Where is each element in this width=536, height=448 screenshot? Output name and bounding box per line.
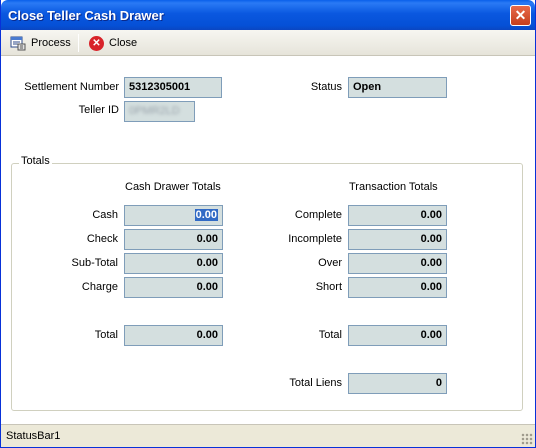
cash-field[interactable]: 0.00 [124, 205, 223, 226]
status-bar: StatusBar1 [1, 424, 535, 447]
check-field[interactable]: 0.00 [124, 229, 223, 250]
charge-label: Charge [81, 281, 118, 293]
subtotal-field[interactable]: 0.00 [124, 253, 223, 274]
resize-grip-icon[interactable] [521, 433, 533, 445]
over-field[interactable]: 0.00 [348, 253, 447, 274]
status-field[interactable]: Open [348, 77, 447, 98]
totals-group-title: Totals [19, 155, 52, 167]
subtotal-label: Sub-Total [71, 257, 118, 269]
process-button-label: Process [31, 37, 71, 49]
settlement-number-label: Settlement Number [24, 81, 119, 93]
title-bar[interactable]: Close Teller Cash Drawer ✕ [1, 0, 535, 30]
form-content: Settlement Number 5312305001 Teller ID 0… [1, 57, 535, 424]
complete-field[interactable]: 0.00 [348, 205, 447, 226]
toolbar: Process ✕ Close [1, 30, 535, 56]
incomplete-label: Incomplete [288, 233, 342, 245]
total-liens-label: Total Liens [289, 377, 342, 389]
close-icon: ✕ [89, 35, 104, 51]
cash-value: 0.00 [194, 209, 218, 221]
drawer-total-label: Total [94, 329, 118, 341]
teller-id-value: 0PMR2LD [129, 105, 180, 117]
settlement-number-field[interactable]: 5312305001 [124, 77, 222, 98]
process-button[interactable]: Process [6, 32, 75, 54]
toolbar-separator [78, 34, 79, 52]
totals-groupbox [11, 163, 523, 411]
teller-id-label: Teller ID [78, 104, 119, 116]
cash-label: Cash [92, 209, 118, 221]
status-bar-text: StatusBar1 [6, 430, 61, 442]
complete-label: Complete [294, 209, 342, 221]
window-title: Close Teller Cash Drawer [8, 8, 164, 23]
over-label: Over [318, 257, 342, 269]
process-icon [10, 35, 26, 51]
charge-field[interactable]: 0.00 [124, 277, 223, 298]
teller-id-field[interactable]: 0PMR2LD [124, 101, 195, 122]
drawer-total-field[interactable]: 0.00 [124, 325, 223, 346]
window-close-button[interactable]: ✕ [510, 5, 531, 26]
transaction-total-field[interactable]: 0.00 [348, 325, 447, 346]
short-label: Short [315, 281, 342, 293]
close-button-label: Close [109, 37, 138, 49]
incomplete-field[interactable]: 0.00 [348, 229, 447, 250]
total-liens-field[interactable]: 0 [348, 373, 447, 394]
cash-drawer-totals-header: Cash Drawer Totals [125, 181, 221, 193]
short-field[interactable]: 0.00 [348, 277, 447, 298]
close-button[interactable]: ✕ Close [85, 32, 141, 54]
transaction-total-label: Total [318, 329, 342, 341]
check-label: Check [86, 233, 118, 245]
status-label: Status [310, 81, 342, 93]
transaction-totals-header: Transaction Totals [349, 181, 438, 193]
